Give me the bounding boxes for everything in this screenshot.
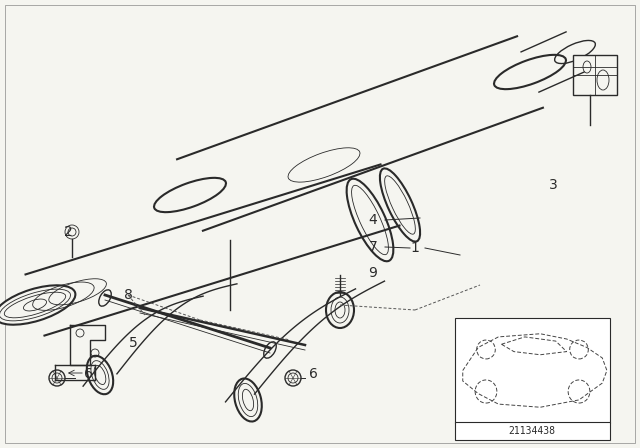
Text: 9: 9	[369, 266, 378, 280]
Ellipse shape	[288, 148, 360, 182]
Text: 2: 2	[63, 225, 72, 239]
Text: 1: 1	[411, 241, 419, 255]
Ellipse shape	[380, 168, 420, 241]
Text: 4: 4	[369, 213, 378, 227]
Bar	[573, 55, 617, 95]
Text: 21134438: 21134438	[509, 426, 556, 436]
Ellipse shape	[234, 379, 262, 422]
Text: 7: 7	[369, 240, 378, 254]
Ellipse shape	[326, 292, 354, 328]
Bar	[455, 318, 610, 423]
Text: 6: 6	[84, 367, 92, 381]
Ellipse shape	[0, 285, 76, 325]
Text: 3: 3	[548, 178, 557, 192]
Bar	[455, 422, 610, 440]
Ellipse shape	[87, 356, 113, 394]
Ellipse shape	[347, 179, 394, 261]
Text: 6: 6	[308, 367, 317, 381]
Text: 8: 8	[124, 288, 132, 302]
Text: 5: 5	[129, 336, 138, 350]
